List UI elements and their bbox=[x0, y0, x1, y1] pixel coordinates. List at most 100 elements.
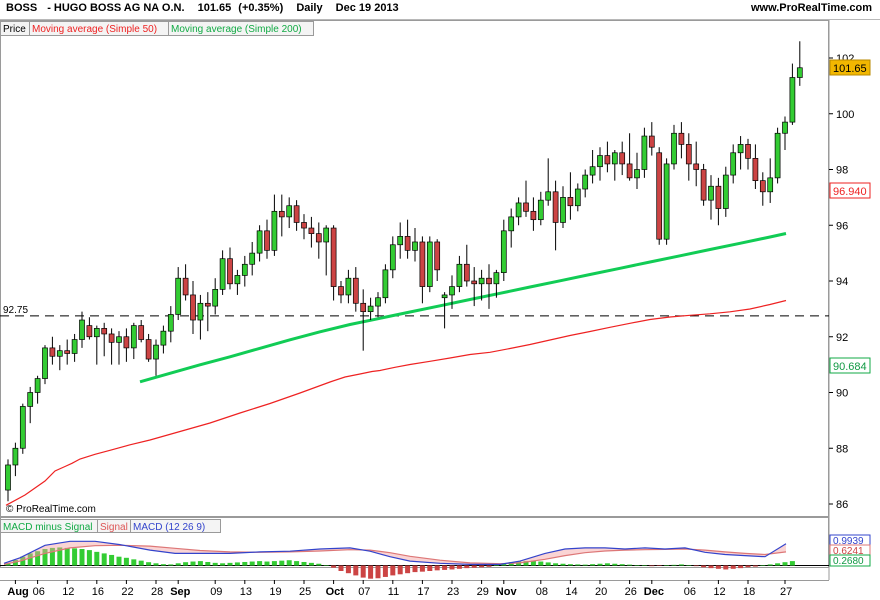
candle[interactable] bbox=[560, 186, 566, 229]
candle[interactable] bbox=[626, 133, 633, 181]
price-legend-label[interactable]: Price bbox=[3, 24, 26, 35]
candle[interactable] bbox=[552, 180, 559, 251]
candle[interactable] bbox=[567, 172, 574, 220]
candle[interactable] bbox=[426, 236, 433, 293]
candle[interactable] bbox=[145, 333, 152, 362]
candle[interactable] bbox=[71, 333, 78, 362]
candle[interactable] bbox=[153, 339, 159, 376]
candle[interactable] bbox=[389, 236, 396, 279]
candle[interactable] bbox=[722, 166, 729, 217]
candle[interactable] bbox=[5, 459, 11, 502]
candle[interactable] bbox=[212, 278, 219, 315]
candle[interactable] bbox=[752, 144, 759, 190]
candle[interactable] bbox=[293, 200, 300, 231]
candle[interactable] bbox=[360, 289, 367, 351]
candle[interactable] bbox=[678, 122, 685, 159]
candle[interactable] bbox=[315, 222, 322, 259]
candle[interactable] bbox=[56, 345, 63, 371]
candle[interactable] bbox=[545, 158, 552, 206]
candle[interactable] bbox=[796, 41, 803, 86]
candle[interactable] bbox=[227, 247, 233, 290]
candle[interactable] bbox=[249, 241, 256, 276]
price-panel[interactable] bbox=[0, 20, 829, 517]
candle[interactable] bbox=[160, 325, 167, 354]
candle[interactable] bbox=[700, 163, 707, 206]
candle[interactable] bbox=[449, 275, 455, 309]
candle[interactable] bbox=[597, 147, 603, 181]
candle[interactable] bbox=[301, 214, 307, 240]
candle[interactable] bbox=[204, 292, 211, 332]
candle[interactable] bbox=[367, 297, 374, 321]
candle[interactable] bbox=[338, 281, 344, 304]
candle[interactable] bbox=[286, 197, 293, 229]
candle[interactable] bbox=[582, 169, 589, 198]
candle[interactable] bbox=[182, 264, 189, 301]
candle[interactable] bbox=[86, 317, 93, 340]
candle[interactable] bbox=[19, 403, 26, 454]
candle[interactable] bbox=[737, 136, 744, 170]
candle[interactable] bbox=[64, 339, 71, 365]
candle[interactable] bbox=[323, 225, 330, 276]
candle[interactable] bbox=[34, 375, 41, 404]
candle[interactable] bbox=[308, 216, 315, 248]
candle[interactable] bbox=[175, 267, 182, 321]
signal-legend-label[interactable]: Signal bbox=[100, 522, 128, 533]
candle[interactable] bbox=[486, 264, 492, 309]
candle[interactable] bbox=[138, 320, 145, 343]
candle[interactable] bbox=[397, 222, 404, 259]
candle[interactable] bbox=[190, 281, 196, 334]
candle[interactable] bbox=[715, 177, 722, 226]
candle[interactable] bbox=[42, 345, 48, 385]
candle[interactable] bbox=[648, 122, 655, 156]
candle[interactable] bbox=[537, 191, 544, 226]
candle[interactable] bbox=[352, 267, 359, 312]
candle[interactable] bbox=[500, 219, 507, 281]
candle[interactable] bbox=[241, 255, 248, 287]
candle[interactable] bbox=[375, 292, 381, 318]
candle[interactable] bbox=[382, 264, 389, 304]
candle[interactable] bbox=[419, 236, 426, 304]
candle[interactable] bbox=[264, 219, 270, 259]
candle[interactable] bbox=[463, 244, 470, 287]
candle[interactable] bbox=[767, 158, 774, 203]
candle[interactable] bbox=[404, 219, 411, 259]
candle[interactable] bbox=[782, 116, 788, 150]
macd-line[interactable] bbox=[3, 540, 787, 566]
candle[interactable] bbox=[412, 228, 418, 262]
candle[interactable] bbox=[116, 331, 122, 365]
candle[interactable] bbox=[278, 194, 285, 237]
candle[interactable] bbox=[234, 269, 241, 295]
candle[interactable] bbox=[611, 149, 618, 181]
ma50-line[interactable] bbox=[5, 299, 787, 506]
candle[interactable] bbox=[708, 175, 714, 220]
ma200-line[interactable] bbox=[139, 232, 787, 384]
candle[interactable] bbox=[456, 255, 463, 293]
candle[interactable] bbox=[167, 306, 174, 343]
candle[interactable] bbox=[619, 141, 626, 176]
candle[interactable] bbox=[12, 442, 19, 477]
candle[interactable] bbox=[108, 328, 115, 365]
candle[interactable] bbox=[219, 250, 226, 295]
candle[interactable] bbox=[745, 138, 751, 170]
candle[interactable] bbox=[634, 152, 640, 190]
candle[interactable] bbox=[789, 63, 796, 125]
candle[interactable] bbox=[574, 183, 581, 212]
candle[interactable] bbox=[441, 292, 448, 329]
candle[interactable] bbox=[693, 141, 700, 187]
candle[interactable] bbox=[27, 386, 34, 424]
candle[interactable] bbox=[530, 197, 537, 231]
candle[interactable] bbox=[589, 149, 596, 184]
candle[interactable] bbox=[93, 325, 100, 365]
candle[interactable] bbox=[671, 124, 677, 170]
macd-legend-label[interactable]: MACD (12 26 9) bbox=[133, 522, 205, 533]
candle[interactable] bbox=[471, 267, 478, 307]
candle[interactable] bbox=[271, 194, 278, 256]
ma200-legend-label[interactable]: Moving average (Simple 200) bbox=[171, 24, 302, 35]
candle[interactable] bbox=[508, 208, 515, 248]
candle[interactable] bbox=[641, 127, 648, 178]
candle[interactable] bbox=[79, 311, 85, 348]
signal-line[interactable] bbox=[3, 544, 787, 565]
candle[interactable] bbox=[345, 269, 352, 304]
candle[interactable] bbox=[663, 158, 670, 245]
